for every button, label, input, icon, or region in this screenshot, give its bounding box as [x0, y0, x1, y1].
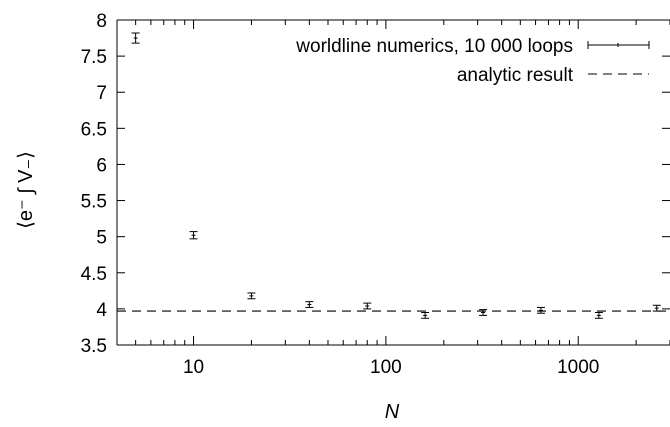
legend: worldline numerics, 10 000 loops analytic… — [295, 36, 650, 86]
x-tick-label: 100 — [370, 357, 402, 378]
y-tick-label: 6 — [96, 155, 107, 176]
data-point — [421, 312, 430, 319]
y-tick-label: 5 — [96, 228, 107, 249]
y-tick-label: 7.5 — [81, 47, 107, 68]
y-tick-label: 3.5 — [81, 336, 107, 357]
y-tick-label: 5.5 — [81, 192, 107, 213]
data-point — [479, 309, 488, 316]
data-point — [305, 301, 314, 308]
x-tick-label: 1000 — [557, 357, 599, 378]
data-point — [363, 302, 372, 310]
y-tick-label: 7 — [96, 83, 107, 104]
plot-frame — [116, 19, 670, 346]
ticks: 3.5 4 4.5 5 5.5 6 6.5 7 7.5 8 10 100 1000 — [81, 11, 670, 378]
data-point — [594, 312, 603, 319]
data-point — [536, 306, 545, 314]
legend-label-analytic: analytic result — [457, 65, 574, 86]
marks — [117, 32, 670, 319]
data-point — [247, 292, 256, 300]
y-tick-label: 6.5 — [81, 119, 107, 140]
data-point — [131, 32, 140, 44]
x-tick-label: 10 — [183, 357, 204, 378]
y-tick-label: 4 — [96, 300, 107, 321]
y-tick-label: 4.5 — [81, 264, 107, 285]
x-axis-label: N — [385, 401, 400, 423]
data-point — [652, 304, 661, 312]
y-tick-label: 8 — [96, 11, 107, 32]
legend-label-numerics: worldline numerics, 10 000 loops — [295, 36, 573, 57]
data-point — [189, 231, 198, 240]
y-axis-label: ⟨e⁻ ∫ V₋⟩ — [15, 151, 37, 229]
